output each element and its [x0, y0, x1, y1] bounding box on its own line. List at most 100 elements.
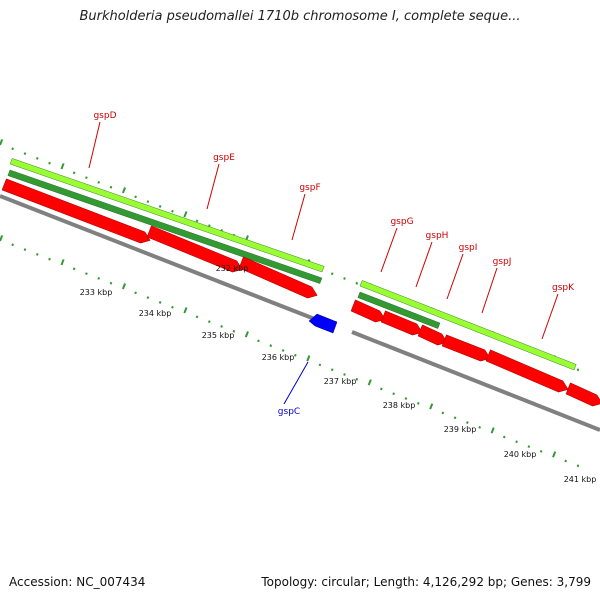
- major-tick: [183, 307, 188, 314]
- gene-label-gspJ: gspJ: [493, 257, 512, 267]
- major-tick: [244, 331, 249, 338]
- minor-tick: [330, 272, 334, 276]
- kbp-label: 241 kbp: [564, 475, 597, 484]
- minor-tick: [355, 281, 359, 285]
- cds-arrow-gspH: [380, 310, 423, 336]
- minor-tick: [171, 209, 174, 213]
- minor-tick: [564, 459, 568, 463]
- major-tick: [367, 379, 372, 386]
- gene-leader-line: [446, 253, 464, 300]
- topology-text: Topology: circular; Length: 4,126,292 bp…: [261, 575, 591, 589]
- cds-arrow-gspK: [485, 349, 569, 393]
- cds-arrow-gspI: [417, 324, 448, 346]
- gene-bars-layer: [7, 158, 577, 371]
- minor-tick: [72, 267, 76, 271]
- minor-tick: [453, 416, 457, 420]
- kbp-label: 236 kbp: [262, 353, 295, 362]
- major-tick: [490, 427, 495, 434]
- gene-leader-line: [481, 267, 498, 314]
- minor-tick: [85, 176, 88, 179]
- kbp-label: 238 kbp: [383, 401, 416, 410]
- gene-labels-layer: gspD gspE gspF gspG gspH gspI gspJ gspK gspC: [88, 111, 575, 417]
- minor-tick: [35, 157, 39, 160]
- gene-bar: [9, 158, 325, 273]
- major-tick: [306, 355, 311, 362]
- kbp-label: 240 kbp: [504, 450, 537, 459]
- minor-tick: [85, 272, 88, 275]
- minor-tick: [11, 243, 15, 247]
- minor-tick: [404, 397, 408, 400]
- major-tick: [60, 163, 65, 170]
- minor-tick: [195, 315, 199, 319]
- gene-leader-line: [206, 163, 220, 210]
- inner-tick-ring: [0, 235, 580, 468]
- gene-leader-line: [291, 193, 306, 241]
- minor-tick: [220, 325, 223, 328]
- major-tick: [183, 211, 188, 218]
- minor-tick: [269, 344, 273, 348]
- minor-tick: [478, 425, 482, 429]
- minor-tick: [109, 281, 113, 285]
- minor-tick: [158, 205, 162, 208]
- gene-leader-line: [541, 293, 559, 340]
- gene-label-gspH: gspH: [426, 231, 449, 241]
- major-tick: [121, 187, 127, 194]
- minor-tick: [48, 257, 51, 261]
- minor-tick: [97, 181, 101, 184]
- minor-tick: [171, 305, 174, 309]
- cds-arrow-gspG: [350, 299, 386, 323]
- minor-tick: [355, 377, 359, 381]
- kbp-label: 237 kbp: [324, 377, 357, 386]
- cds-arrow-gspJ: [441, 334, 491, 362]
- minor-tick: [195, 219, 199, 223]
- gene-label-gspI: gspI: [459, 243, 478, 253]
- gene-label-gspG: gspG: [390, 217, 413, 227]
- kbp-label: 235 kbp: [202, 331, 235, 340]
- minor-tick: [343, 277, 346, 280]
- backbone-segment: [351, 330, 600, 432]
- minor-tick: [343, 373, 346, 376]
- kbp-label: 232 kbp: [216, 264, 249, 273]
- major-tick: [121, 283, 127, 290]
- minor-tick: [576, 464, 580, 468]
- minor-tick: [23, 152, 27, 155]
- major-tick: [0, 235, 4, 242]
- minor-tick: [539, 449, 543, 453]
- minor-tick: [466, 421, 469, 424]
- minor-tick: [207, 224, 211, 228]
- minor-tick: [23, 248, 27, 251]
- gene-leader-line: [415, 241, 433, 288]
- minor-tick: [257, 339, 260, 343]
- kbp-label: 233 kbp: [80, 288, 113, 297]
- gene-leader-line: [88, 121, 101, 169]
- minor-tick: [318, 363, 322, 367]
- minor-tick: [281, 349, 285, 352]
- cds-arrow-gspF: [238, 256, 318, 299]
- minor-tick: [515, 440, 518, 444]
- minor-tick: [294, 353, 297, 357]
- minor-tick: [72, 171, 76, 175]
- minor-tick: [416, 401, 420, 405]
- cds-arrow-gspE: [146, 225, 243, 273]
- major-tick: [552, 451, 557, 458]
- gene-label-gspD: gspD: [93, 111, 116, 121]
- minor-tick: [330, 368, 334, 372]
- gene-leader-line: [283, 361, 309, 405]
- minor-tick: [502, 435, 506, 439]
- cds-arrow-next: [565, 382, 600, 407]
- minor-tick: [232, 329, 236, 333]
- minor-tick: [392, 392, 395, 396]
- minor-tick: [109, 185, 113, 189]
- kbp-label: 234 kbp: [139, 309, 172, 318]
- major-tick: [60, 259, 65, 266]
- kbp-label: 239 kbp: [444, 425, 477, 434]
- major-tick: [429, 403, 434, 410]
- minor-tick: [576, 368, 580, 372]
- gene-label-gspK: gspK: [552, 283, 575, 293]
- minor-tick: [146, 200, 150, 204]
- minor-tick: [441, 411, 445, 415]
- minor-tick: [134, 195, 137, 199]
- major-tick: [0, 139, 4, 146]
- cds-arrows-layer: [1, 178, 600, 407]
